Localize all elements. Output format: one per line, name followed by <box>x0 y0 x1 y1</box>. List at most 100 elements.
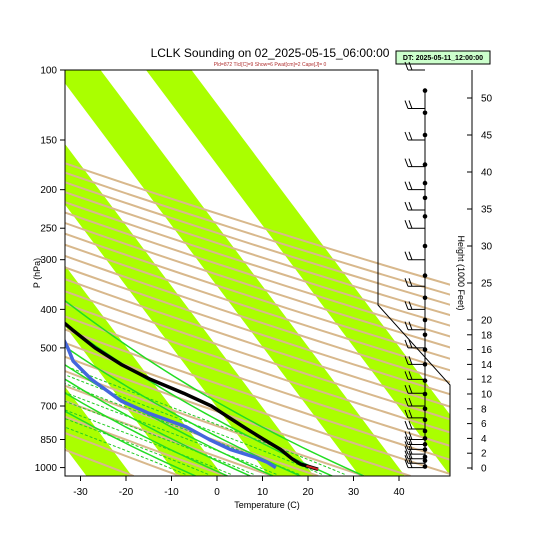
dry-adiabat <box>65 328 450 461</box>
wind-barb-feather <box>408 278 413 287</box>
height-dot <box>422 464 428 469</box>
moist-adiabat <box>65 383 300 475</box>
wind-barb-feather <box>408 321 413 330</box>
height-tick-label: 50 <box>481 94 493 105</box>
wind-barb-feather <box>408 431 413 440</box>
wind-barb-feather <box>404 409 409 419</box>
wind-barb-feather <box>404 385 409 394</box>
series-temperature <box>65 321 319 471</box>
wind-barb-feather <box>404 181 409 190</box>
isotherm-band <box>65 70 405 476</box>
wind-barb-feather <box>408 441 413 450</box>
height-dot <box>422 391 428 397</box>
height-dot <box>422 428 428 434</box>
height-dot <box>422 243 428 249</box>
height-tick-label: 16 <box>481 345 493 356</box>
thermo-background <box>65 70 450 476</box>
wind-barb-feather <box>408 158 413 167</box>
height-dot <box>422 295 428 301</box>
wind-barb-feather <box>408 131 413 141</box>
y-axis-label: P (hPa) <box>32 258 42 288</box>
dry-adiabat <box>65 162 450 286</box>
mixing-ratio-line <box>65 410 197 476</box>
moist-adiabat <box>65 409 232 475</box>
height-dot <box>422 347 428 352</box>
dry-adiabat <box>65 290 450 421</box>
chart-title: LCLK Sounding on 02_2025-05-15_06:00:00 <box>151 46 390 60</box>
height-dot <box>422 162 428 167</box>
wind-barb-feather <box>404 321 409 330</box>
y-tick-label: 100 <box>40 66 57 77</box>
height-tick-label: 25 <box>481 279 493 290</box>
y-tick-label: 300 <box>40 255 57 266</box>
mixing-ratio-line <box>65 345 301 476</box>
dry-adiabat <box>65 171 450 296</box>
height-tick-label: 40 <box>481 168 493 179</box>
wind-barb-feather <box>404 450 409 459</box>
height-dot <box>422 110 428 116</box>
moist-adiabat <box>65 374 323 475</box>
wind-barb-feather <box>408 251 413 260</box>
datetime-box: DT: 2025-05-11_12:00:00 <box>395 50 491 65</box>
wind-barb-feather <box>404 420 409 430</box>
dry-adiabat <box>65 211 450 338</box>
wind-barb-feather <box>408 450 413 459</box>
x-tick-label: -10 <box>164 487 179 498</box>
height-dot <box>422 417 428 423</box>
wind-barb-feather <box>404 301 409 310</box>
wind-barb-feather <box>408 181 413 190</box>
height-dot <box>422 317 428 323</box>
wind-barb-feather <box>404 455 409 464</box>
wind-barb-feather <box>404 251 409 260</box>
dry-adiabat <box>65 415 227 476</box>
y-tick-label: 400 <box>40 305 57 316</box>
y-tick-label: 500 <box>40 343 57 354</box>
x-tick-label: -20 <box>119 487 134 498</box>
height-tick-label: 45 <box>481 131 493 142</box>
plot-frame <box>64 69 451 477</box>
wind-barb-feather <box>404 436 409 445</box>
wind-barb-feather <box>404 220 409 229</box>
wind-barb-feather <box>408 61 413 71</box>
wind-barb-feather <box>408 301 413 310</box>
height-tick-label: 2 <box>481 449 487 460</box>
height-dot <box>422 180 428 186</box>
height-dot <box>422 132 428 138</box>
height-tick-label: 14 <box>481 360 493 371</box>
series-parcel <box>306 464 319 471</box>
dry-adiabat <box>65 315 450 447</box>
wind-barb-feather <box>408 201 413 211</box>
mixing-ratio-line <box>65 323 333 476</box>
series-dewpoint <box>65 338 277 470</box>
wind-barb-feather <box>404 339 409 349</box>
wind-barb-feather <box>404 158 409 167</box>
x-axis-label: Temperature (C) <box>234 500 300 510</box>
height-tick-label: 0 <box>481 464 487 475</box>
height-dot <box>422 195 428 201</box>
dry-adiabat <box>65 399 273 476</box>
x-tick-label: 0 <box>214 487 220 498</box>
dry-adiabat <box>65 431 181 476</box>
wind-barb-feather <box>404 100 409 109</box>
height-tick-label: 20 <box>481 316 493 327</box>
wind-barb-feather <box>408 385 413 394</box>
height-tick-label: 30 <box>481 242 493 253</box>
height-dot <box>422 273 428 278</box>
wind-barb-feather <box>408 397 413 407</box>
y-tick-label: 150 <box>40 136 57 147</box>
height-tick-label: 10 <box>481 390 493 401</box>
height-tick-label: 6 <box>481 419 487 430</box>
wind-barb-feather <box>404 278 409 287</box>
y-tick-label: 1000 <box>35 463 58 474</box>
wind-barb-feather <box>408 420 413 430</box>
wind-barb-feather <box>404 459 409 468</box>
wind-barb-feather <box>408 409 413 419</box>
dry-adiabat <box>65 201 450 327</box>
mixing-ratio-line <box>65 299 365 476</box>
height-dot <box>422 454 428 460</box>
mixing-ratio-line <box>65 378 251 476</box>
dry-adiabat <box>65 341 450 475</box>
dry-adiabat <box>65 384 319 476</box>
